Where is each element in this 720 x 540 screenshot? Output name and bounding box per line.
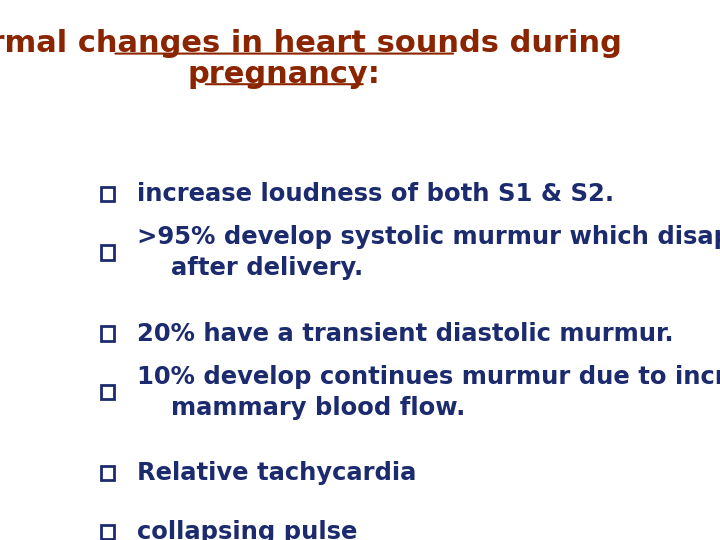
- Text: Relative tachycardia: Relative tachycardia: [138, 461, 417, 485]
- Bar: [102, 525, 114, 539]
- Text: normal changes in heart sounds during: normal changes in heart sounds during: [0, 29, 621, 58]
- Text: >95% develop systolic murmur which disappears
    after delivery.: >95% develop systolic murmur which disap…: [138, 225, 720, 280]
- Bar: [102, 385, 114, 400]
- Bar: [102, 246, 114, 260]
- Text: 20% have a transient diastolic murmur.: 20% have a transient diastolic murmur.: [138, 322, 674, 346]
- Text: pregnancy:: pregnancy:: [188, 59, 381, 89]
- Text: 10% develop continues murmur due to increase
    mammary blood flow.: 10% develop continues murmur due to incr…: [138, 364, 720, 420]
- Bar: [102, 466, 114, 481]
- Text: increase loudness of both S1 & S2.: increase loudness of both S1 & S2.: [138, 182, 615, 206]
- Text: collapsing pulse: collapsing pulse: [138, 520, 358, 540]
- Bar: [102, 187, 114, 201]
- Bar: [102, 327, 114, 341]
